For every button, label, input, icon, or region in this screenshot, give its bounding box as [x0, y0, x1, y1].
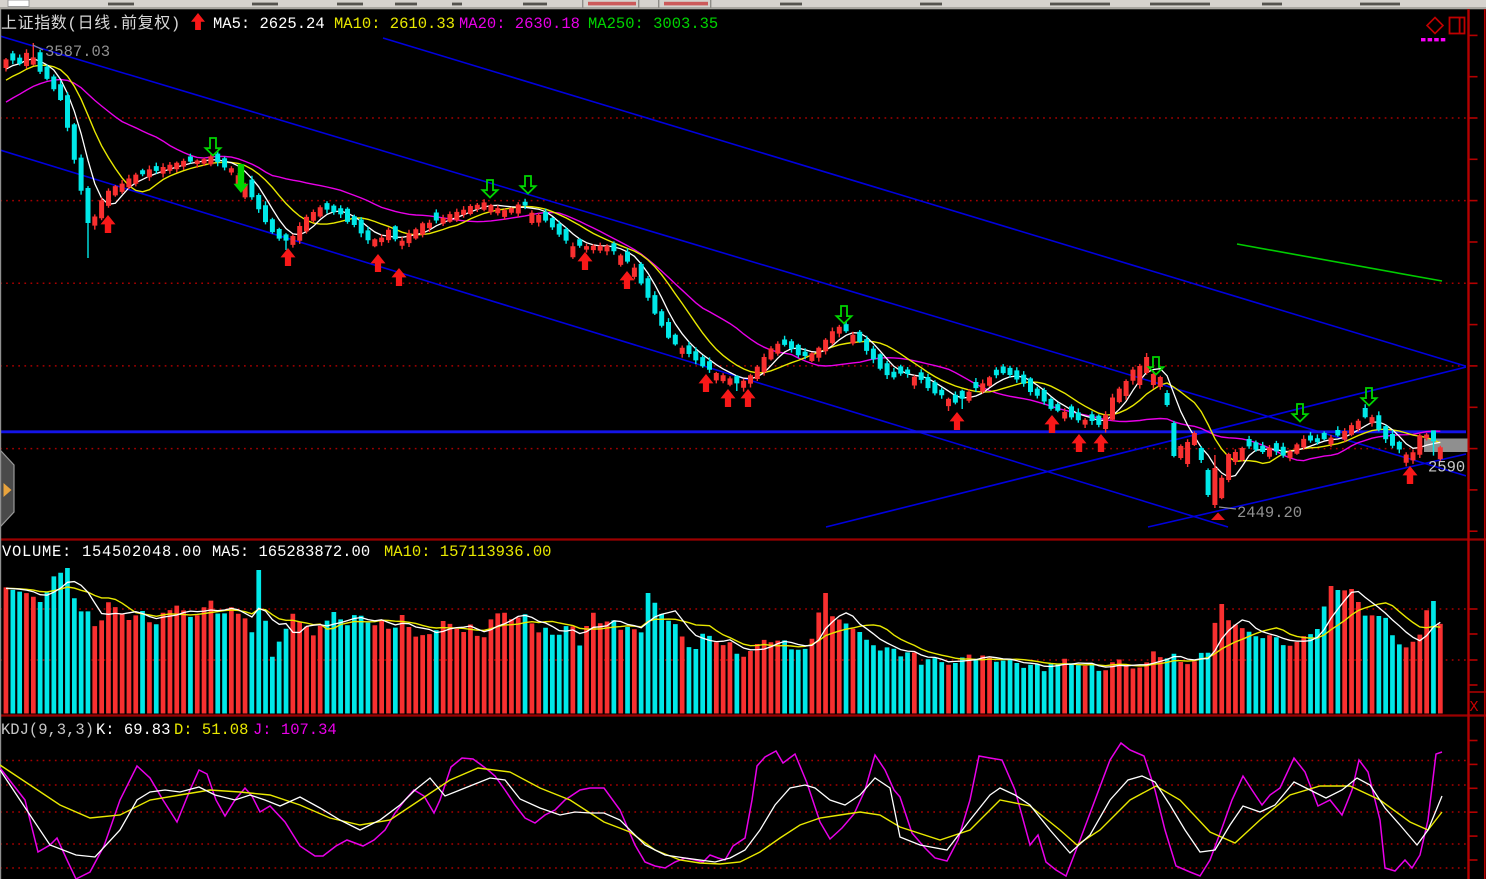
svg-text:K: 69.83: K: 69.83 [96, 721, 170, 739]
svg-text:KDJ(9,3,3): KDJ(9,3,3) [1, 721, 94, 739]
svg-text:MA5: 2625.24: MA5: 2625.24 [213, 15, 325, 33]
svg-text:MA20: 2630.18: MA20: 2630.18 [459, 15, 580, 33]
svg-text:MA10: 2610.33: MA10: 2610.33 [334, 15, 455, 33]
svg-text:MA250: 3003.35: MA250: 3003.35 [588, 15, 718, 33]
svg-text:3587.03: 3587.03 [45, 43, 110, 61]
svg-text:D: 51.08: D: 51.08 [174, 721, 248, 739]
svg-text:VOLUME: 154502048.00: VOLUME: 154502048.00 [2, 543, 202, 561]
svg-text:X: X [1470, 699, 1479, 716]
svg-text:2449.20: 2449.20 [1237, 504, 1302, 522]
svg-text:2590: 2590 [1428, 459, 1465, 477]
svg-text:上证指数(日线.前复权): 上证指数(日线.前复权) [1, 14, 181, 33]
svg-text:J: 107.34: J: 107.34 [253, 721, 337, 739]
svg-text:MA10: 157113936.00: MA10: 157113936.00 [384, 543, 551, 561]
svg-text:MA5: 165283872.00: MA5: 165283872.00 [212, 543, 370, 561]
